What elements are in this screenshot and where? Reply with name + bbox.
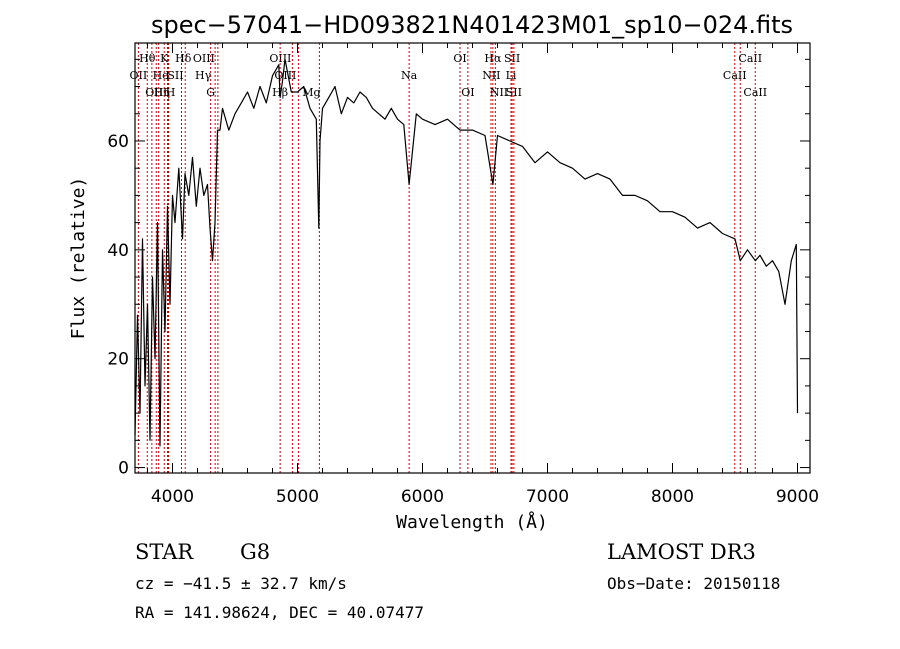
marker-label-18: OI bbox=[453, 52, 466, 65]
object-class: STAR bbox=[135, 540, 194, 564]
marker-label-8: SII bbox=[167, 69, 183, 82]
marker-label-17: Na bbox=[401, 69, 418, 82]
marker-label-23: Li bbox=[506, 69, 517, 82]
y-tick-label-3: 60 bbox=[107, 132, 129, 152]
marker-label-2: OIII bbox=[145, 86, 167, 99]
plot-frame bbox=[134, 42, 811, 474]
marker-label-10: OIII bbox=[193, 52, 215, 65]
marker-label-1: OII bbox=[130, 69, 148, 82]
y-tick-label-0: 0 bbox=[118, 459, 129, 479]
x-tick-label-4: 8000 bbox=[651, 487, 694, 507]
y-tick-label-2: 40 bbox=[107, 241, 129, 261]
marker-label-24: NII bbox=[490, 86, 508, 99]
marker-label-9: Hδ bbox=[175, 52, 192, 65]
redshift-value: cz = −41.5 ± 32.7 km/s bbox=[135, 574, 347, 593]
marker-label-14: OIII bbox=[274, 69, 296, 82]
marker-label-19: OI bbox=[461, 86, 474, 99]
marker-label-0: Hθ bbox=[139, 52, 156, 65]
x-axis-label: Wavelength (Å) bbox=[396, 511, 548, 533]
marker-label-5: K bbox=[160, 52, 169, 65]
y-axis-label: Flux (relative) bbox=[68, 177, 89, 340]
object-subclass: G8 bbox=[240, 540, 271, 564]
marker-label-26: CaII bbox=[738, 52, 762, 65]
observation-date: Obs−Date: 20150118 bbox=[607, 574, 781, 593]
x-tick-label-0: 4000 bbox=[151, 487, 194, 507]
survey-name: LAMOST DR3 bbox=[607, 540, 756, 564]
y-tick-label-1: 20 bbox=[107, 350, 129, 370]
marker-label-20: Hα bbox=[484, 52, 502, 65]
marker-label-7: H bbox=[166, 86, 176, 99]
coordinates: RA = 141.98624, DEC = 40.07477 bbox=[135, 603, 424, 622]
marker-label-12: G bbox=[206, 86, 215, 99]
x-tick-label-2: 6000 bbox=[401, 487, 444, 507]
marker-label-4: Hη bbox=[154, 86, 170, 99]
x-tick-label-1: 5000 bbox=[276, 487, 319, 507]
x-tick-label-5: 9000 bbox=[776, 487, 819, 507]
marker-label-21: SII bbox=[504, 52, 520, 65]
marker-label-28: CaII bbox=[743, 86, 767, 99]
marker-label-25: SII bbox=[506, 86, 522, 99]
axis-ticks: 4000 5000 6000 7000 8000 9000 0 20 40 60 bbox=[107, 43, 819, 507]
marker-label-6: I bbox=[165, 69, 169, 82]
spectrum-line bbox=[134, 58, 799, 447]
marker-label-27: CaII bbox=[723, 69, 747, 82]
marker-label-11: Hγ bbox=[195, 69, 212, 82]
x-tick-label-3: 7000 bbox=[526, 487, 569, 507]
chart-title: spec−57041−HD093821N401423M01_sp10−024.f… bbox=[151, 11, 793, 39]
